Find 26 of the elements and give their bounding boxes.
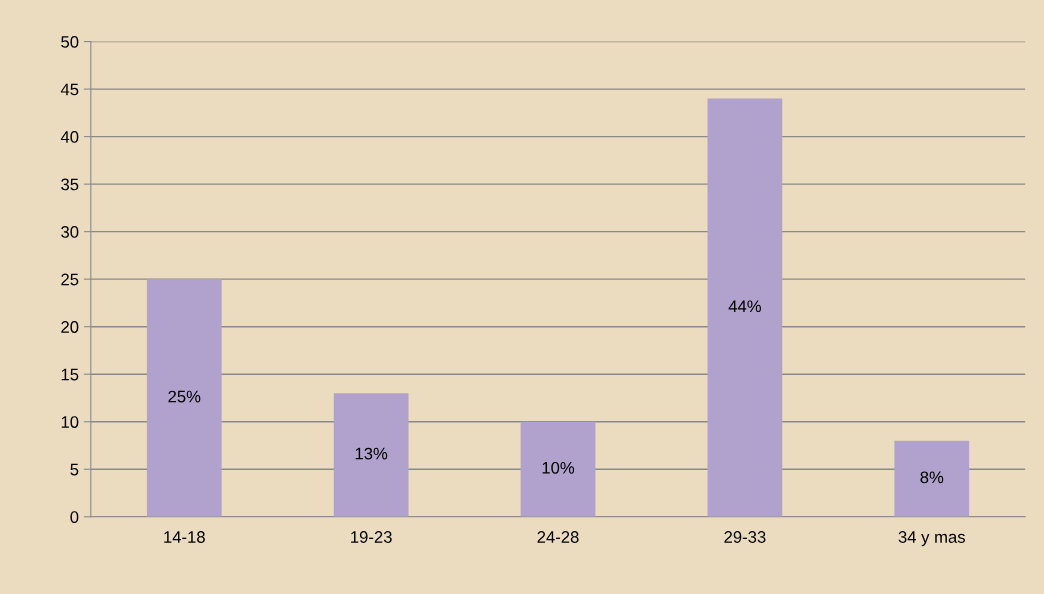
data-label: 8% — [920, 471, 944, 484]
y-tick-label: 30 — [61, 226, 79, 238]
y-tick-label: 25 — [61, 273, 79, 286]
y-tick-label: 5 — [70, 463, 79, 476]
x-tick-label: 24-28 — [537, 531, 579, 543]
y-tick-label: 35 — [61, 178, 79, 191]
bar — [146, 279, 222, 517]
data-label: 10% — [542, 461, 575, 474]
bar — [707, 98, 783, 517]
data-label: 44% — [728, 300, 761, 313]
x-tick-label: 19-23 — [351, 531, 392, 543]
y-tick-label: 15 — [61, 368, 79, 381]
y-tick-label: 40 — [60, 131, 79, 143]
y-tick-label: 0 — [70, 511, 79, 523]
y-tick-label: 50 — [61, 35, 79, 48]
y-tick-label: 20 — [61, 321, 79, 333]
y-tick-label: 45 — [60, 83, 79, 96]
data-label: 13% — [355, 447, 388, 460]
x-tick-label: 14-18 — [164, 531, 205, 543]
bar — [520, 421, 596, 517]
y-tick-label: 10 — [61, 416, 79, 428]
bar — [894, 440, 970, 517]
x-tick-label: 29-33 — [724, 531, 766, 543]
x-tick-label: 34 y mas — [898, 531, 965, 547]
data-label: 25% — [168, 390, 201, 403]
bar — [333, 393, 409, 517]
